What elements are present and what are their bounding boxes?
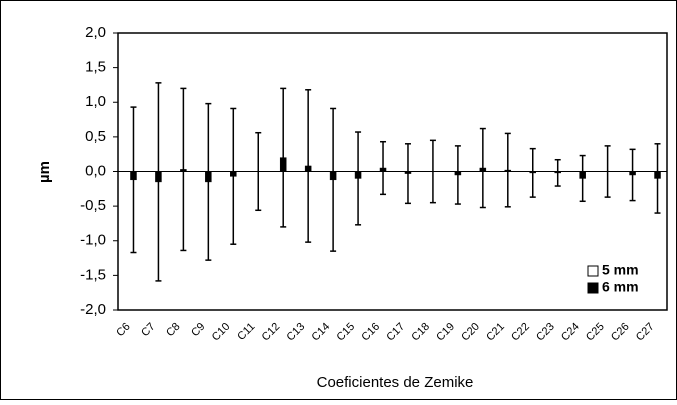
y-tick-label: 0,0 [85,162,106,179]
legend-swatch [588,266,598,276]
x-axis-label: Coeficientes de Zemike [317,374,474,391]
y-tick-label: 1,0 [85,93,106,110]
y-tick-label: 0,5 [85,128,106,145]
y-tick-label: -1,0 [80,232,106,249]
y-tick-label: -0,5 [80,197,106,214]
legend-swatch [588,283,598,293]
y-tick-label: 2,0 [85,24,106,41]
legend-label: 5 mm [602,262,639,278]
y-tick-label: 1,5 [85,59,106,76]
y-tick-label: -2,0 [80,301,106,318]
legend-label: 6 mm [602,279,639,295]
y-tick-label: -1,5 [80,266,106,283]
y-axis-label: µm [36,161,53,183]
